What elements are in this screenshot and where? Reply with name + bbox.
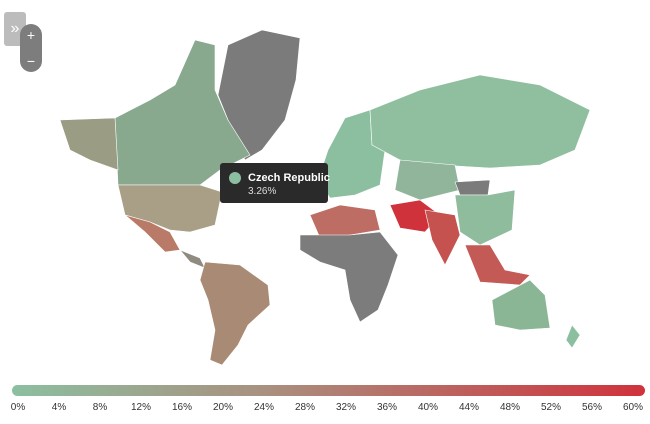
world-map	[59, 29, 591, 366]
tooltip-box	[220, 163, 328, 203]
south-america	[199, 261, 271, 366]
legend-tick-label: 16%	[172, 402, 192, 413]
legend-tick-label: 0%	[11, 402, 26, 413]
legend-tick-label: 20%	[213, 402, 233, 413]
legend-tick-label: 28%	[295, 402, 315, 413]
russia	[369, 74, 591, 169]
africa	[299, 231, 399, 323]
legend-tick-label: 48%	[500, 402, 520, 413]
china	[454, 189, 516, 246]
india	[424, 209, 461, 266]
legend-tick-label: 44%	[459, 402, 479, 413]
central-america	[179, 249, 206, 269]
legend-gradient	[12, 385, 645, 396]
expand-icon: »	[11, 20, 20, 37]
legend-tick-label: 52%	[541, 402, 561, 413]
zoom-in[interactable]: +	[27, 27, 35, 43]
tooltip: Czech Republic 3.26%	[220, 163, 330, 203]
australia	[491, 279, 551, 331]
legend-tick-label: 8%	[93, 402, 108, 413]
usa	[117, 184, 223, 233]
legend-tick-label: 36%	[377, 402, 397, 413]
legend-tick-label: 12%	[131, 402, 151, 413]
legend-tick-label: 56%	[582, 402, 602, 413]
central-asia	[394, 159, 461, 201]
tooltip-swatch	[229, 172, 241, 184]
zoom-out[interactable]: −	[27, 53, 35, 69]
zoom-bar	[20, 24, 42, 72]
legend-tick-label: 24%	[254, 402, 274, 413]
tooltip-value: 3.26%	[248, 186, 276, 197]
tooltip-country: Czech Republic	[248, 172, 330, 184]
legend-ticks: 0% 4% 8% 12% 16% 20% 24% 28% 32% 36% 40% 44% 48% 52% 5…	[11, 402, 643, 413]
legend-tick-label: 32%	[336, 402, 356, 413]
southeast-asia	[464, 244, 531, 286]
legend-tick-label: 40%	[418, 402, 438, 413]
zoom-controls: » + −	[4, 12, 42, 72]
legend-tick-label: 4%	[52, 402, 67, 413]
alaska	[59, 117, 119, 171]
new-zealand	[565, 324, 581, 349]
mongolia	[454, 179, 491, 196]
legend-tick-label: 60%	[623, 402, 643, 413]
